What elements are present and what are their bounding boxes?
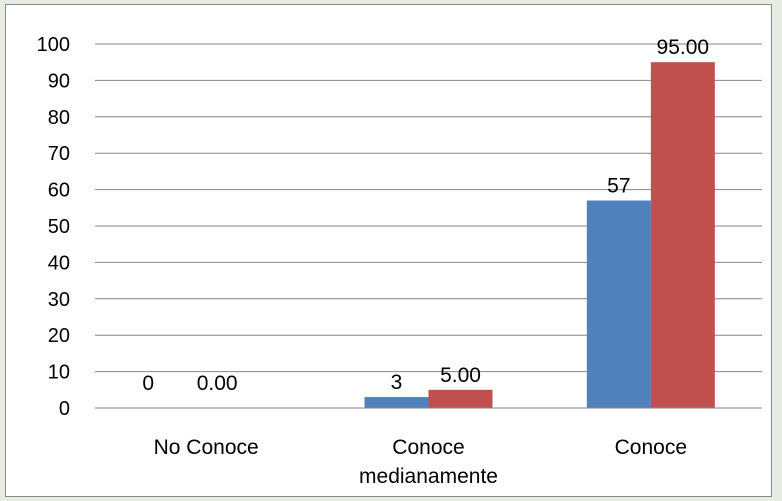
y-tick-label: 100 (37, 34, 70, 56)
x-category-label: No Conoce (154, 436, 259, 459)
bar-s1-c3 (586, 200, 651, 408)
y-tick-label: 20 (48, 325, 70, 347)
x-category-label: medianamente (359, 465, 498, 488)
data-label: 57 (607, 175, 630, 198)
data-label: 5.00 (440, 364, 481, 387)
y-tick-label: 40 (48, 252, 70, 274)
bar-s1-c2 (364, 397, 429, 408)
bar-s2-c3 (650, 62, 715, 408)
y-tick-label: 70 (48, 143, 70, 165)
data-label: 3 (391, 371, 403, 394)
x-category-label: Conoce (392, 436, 464, 459)
x-category-label: Conoce (615, 436, 687, 459)
y-tick-label: 90 (48, 70, 70, 92)
data-label: 95.00 (657, 36, 710, 59)
y-tick-label: 0 (59, 398, 70, 420)
data-label: 0 (142, 372, 154, 395)
y-tick-label: 30 (48, 289, 70, 311)
bar-s2-c2 (428, 389, 493, 408)
y-tick-label: 50 (48, 216, 70, 238)
y-tick-label: 60 (48, 180, 70, 202)
y-tick-label: 80 (48, 107, 70, 129)
y-tick-label: 10 (48, 362, 70, 384)
data-label: 0.00 (197, 372, 238, 395)
